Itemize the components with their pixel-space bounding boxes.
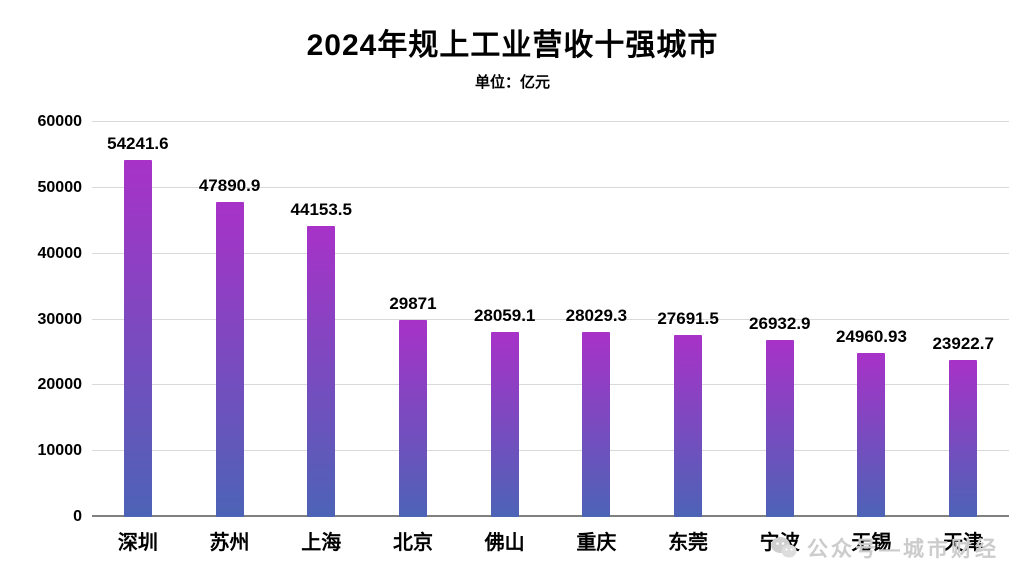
bar-slot: 24960.93	[826, 122, 918, 517]
bar	[215, 201, 244, 517]
y-tick-label: 20000	[37, 376, 83, 394]
x-axis: 深圳 苏州 上海 北京 佛山 重庆 东莞 宁波 无锡 天津	[92, 526, 1009, 555]
x-axis-label: 东莞	[668, 532, 709, 554]
bar-slot: 44153.5	[275, 122, 367, 517]
bar-slot: 27691.5	[642, 122, 734, 517]
y-tick-label: 60000	[37, 113, 83, 130]
y-tick-label: 0	[73, 508, 82, 525]
x-axis-label: 上海	[301, 532, 342, 554]
gridline	[92, 252, 1009, 254]
bar-slot: 26932.9	[734, 122, 826, 517]
y-tick-label: 40000	[37, 244, 83, 262]
bar	[765, 339, 794, 517]
chart-unit-label: 单位：亿元	[474, 74, 550, 91]
bar	[582, 332, 611, 517]
bar	[307, 226, 336, 517]
x-axis-label: 深圳	[117, 532, 158, 554]
chart-title: 2024年规上工业营收十强城市	[306, 29, 719, 62]
bar	[949, 359, 978, 517]
bar-slot: 28059.1	[459, 122, 551, 517]
bar-value-label: 44153.5	[290, 200, 352, 220]
bar-value-label: 27691.5	[657, 308, 719, 328]
y-axis: 0 10000 20000 30000 40000 50000 60000	[10, 114, 92, 525]
y-tick-label: 50000	[37, 178, 83, 196]
x-axis-line	[92, 515, 1009, 517]
x-axis-label: 无锡	[851, 532, 892, 554]
x-axis-label: 重庆	[576, 532, 617, 554]
bar-slot: 23922.7	[917, 122, 1009, 517]
y-tick-label: 10000	[37, 442, 83, 460]
bar-slot: 47890.9	[184, 122, 276, 517]
bar	[857, 352, 886, 517]
gridline	[92, 318, 1009, 320]
bar-slot: 29871	[367, 122, 459, 517]
bar-value-label: 23922.7	[932, 333, 994, 353]
x-axis-label: 北京	[392, 532, 433, 554]
bar	[398, 320, 427, 517]
bar-value-label: 28059.1	[473, 306, 536, 326]
bar-chart: 0 10000 20000 30000 40000 50000 60000 54241.6 4…	[0, 114, 1025, 555]
plot-area: 54241.6 47890.9 44153.5 29871 28059.1 28029.3…	[92, 121, 1009, 517]
plot-column: 54241.6 47890.9 44153.5 29871 28059.1 28029.3…	[92, 121, 1009, 555]
gridline	[92, 186, 1009, 188]
gridline	[92, 384, 1009, 386]
bar-slot: 54241.6	[92, 122, 184, 517]
x-axis-label: 苏州	[209, 532, 250, 554]
y-tick-label: 30000	[37, 310, 83, 328]
x-axis-label: 宁波	[759, 532, 800, 554]
x-axis-label: 佛山	[484, 532, 525, 554]
bar-value-label: 28029.3	[565, 306, 628, 326]
bar	[490, 332, 519, 517]
bars-layer: 54241.6 47890.9 44153.5 29871 28059.1 28029.3…	[92, 122, 1009, 517]
bar-value-label: 24960.93	[836, 326, 907, 346]
bar-value-label: 47890.9	[198, 175, 261, 195]
bar-value-label: 29871	[389, 294, 437, 314]
bar	[674, 334, 703, 517]
bar	[123, 159, 152, 517]
x-axis-label: 天津	[943, 532, 984, 554]
bar-value-label: 26932.9	[749, 313, 811, 333]
bar-slot: 28029.3	[551, 122, 643, 517]
bar-value-label: 54241.6	[107, 133, 169, 153]
gridline	[92, 450, 1009, 452]
gridline	[92, 121, 1009, 122]
